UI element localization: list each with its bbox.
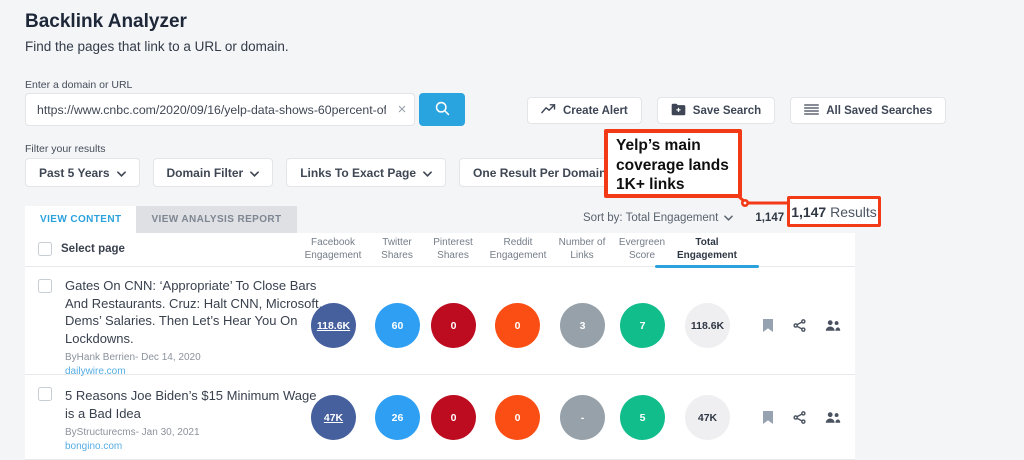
- filter-label-text: One Result Per Domain: [473, 165, 607, 180]
- tab-view-analysis-report[interactable]: VIEW ANALYSIS REPORT: [136, 206, 297, 233]
- clear-input-icon[interactable]: ×: [397, 101, 407, 118]
- column-header-total-engagement[interactable]: Total Engagement: [676, 237, 737, 261]
- pinterest-shares-badge: 0: [431, 303, 476, 348]
- article-domain-link[interactable]: bongino.com: [65, 441, 123, 452]
- list-lines-icon: [804, 103, 820, 119]
- results-count: 1,147: [755, 212, 785, 224]
- filter-label-text: Links To Exact Page: [300, 165, 417, 180]
- filter-links-to-exact-page[interactable]: Links To Exact Page: [286, 158, 447, 187]
- active-sort-underline: [655, 265, 759, 268]
- bookmark-icon[interactable]: [762, 410, 774, 430]
- all-saved-searches-button[interactable]: All Saved Searches: [790, 97, 947, 124]
- all-saved-searches-label: All Saved Searches: [826, 104, 933, 117]
- filter-chips: Past 5 Years Domain Filter Links To Exac…: [25, 158, 637, 187]
- chevron-down-icon[interactable]: [724, 212, 734, 224]
- search-button[interactable]: [419, 93, 465, 126]
- tab-view-content[interactable]: VIEW CONTENT: [25, 206, 137, 233]
- column-header-number-of-links[interactable]: Number of Links: [558, 237, 606, 261]
- reddit-engagement-badge: 0: [495, 395, 540, 440]
- twitter-shares-badge: 26: [375, 395, 420, 440]
- column-header-reddit-engagement[interactable]: Reddit Engagement: [489, 237, 547, 261]
- article-byline: ByHank Berrien- Dec 14, 2020: [65, 352, 201, 363]
- page-title: Backlink Analyzer: [25, 11, 187, 32]
- influencers-icon[interactable]: [825, 411, 841, 429]
- column-header-evergreen-score[interactable]: Evergreen Score: [618, 237, 666, 261]
- pinterest-shares-badge: 0: [431, 395, 476, 440]
- bookmark-icon[interactable]: [762, 318, 774, 338]
- table-header-row: Select page Facebook Engagement Twitter Sh…: [25, 233, 855, 268]
- evergreen-score-badge: 5: [620, 395, 665, 440]
- chevron-down-icon: [250, 166, 260, 180]
- create-alert-label: Create Alert: [563, 104, 628, 117]
- page-subtitle: Find the pages that link to a URL or dom…: [25, 39, 289, 54]
- chevron-down-icon: [423, 166, 432, 180]
- annotation-callout-box: 1,147 Results: [787, 196, 881, 227]
- filter-label-text: Past 5 Years: [39, 165, 110, 180]
- share-icon[interactable]: [793, 319, 806, 337]
- filter-results-label: Filter your results: [25, 143, 106, 155]
- total-engagement-badge: 47K: [685, 395, 730, 440]
- number-of-links-badge: 3: [560, 303, 605, 348]
- number-of-links-badge: -: [560, 395, 605, 440]
- column-header-twitter-shares[interactable]: Twitter Shares: [381, 237, 413, 261]
- row-checkbox[interactable]: [38, 279, 52, 293]
- filter-label-text: Domain Filter: [166, 165, 244, 180]
- select-page-label: Select page: [61, 243, 125, 255]
- column-header-pinterest-shares[interactable]: Pinterest Shares: [433, 237, 473, 261]
- table-row: 5 Reasons Joe Biden’s $15 Minimum Wage i…: [25, 375, 855, 460]
- toolbar-actions: Create Alert Save Search All Saved Searc…: [527, 97, 947, 124]
- view-tabs: VIEW CONTENT VIEW ANALYSIS REPORT: [25, 206, 297, 233]
- reddit-engagement-badge: 0: [495, 303, 540, 348]
- article-title-link[interactable]: 5 Reasons Joe Biden’s $15 Minimum Wage i…: [65, 388, 317, 421]
- select-page-checkbox[interactable]: [38, 242, 52, 256]
- article-domain-link[interactable]: dailywire.com: [65, 366, 126, 377]
- facebook-engagement-badge: 118.6K: [311, 303, 356, 348]
- total-engagement-badge: 118.6K: [685, 303, 730, 348]
- trending-up-icon: [541, 103, 556, 118]
- row-checkbox[interactable]: [38, 387, 52, 401]
- share-icon[interactable]: [793, 411, 806, 429]
- domain-url-input[interactable]: [26, 102, 390, 117]
- facebook-engagement-badge: 47K: [311, 395, 356, 440]
- article-byline: ByStructurecms- Jan 30, 2021: [65, 427, 200, 438]
- sort-by-dropdown[interactable]: Sort by: Total Engagement: [583, 212, 719, 224]
- evergreen-score-badge: 7: [620, 303, 665, 348]
- search-icon: [434, 100, 451, 120]
- column-header-facebook-engagement[interactable]: Facebook Engagement: [304, 237, 362, 261]
- filter-past-5-years[interactable]: Past 5 Years: [25, 158, 140, 187]
- twitter-shares-badge: 60: [375, 303, 420, 348]
- folder-plus-icon: [671, 103, 686, 119]
- table-row: Gates On CNN: ‘Appropriate’ To Close Bar…: [25, 267, 855, 377]
- filter-domain-filter[interactable]: Domain Filter: [152, 158, 274, 187]
- annotation-note-box: Yelp’s main coverage lands 1K+ links: [604, 129, 742, 198]
- results-table: Select page Facebook Engagement Twitter Sh…: [25, 233, 855, 460]
- article-title-link[interactable]: Gates On CNN: ‘Appropriate’ To Close Bar…: [65, 278, 323, 346]
- search-input-wrap: ×: [25, 93, 415, 126]
- save-search-label: Save Search: [692, 104, 762, 117]
- create-alert-button[interactable]: Create Alert: [527, 97, 642, 124]
- save-search-button[interactable]: Save Search: [656, 97, 776, 124]
- search-input-label: Enter a domain or URL: [25, 79, 133, 91]
- influencers-icon[interactable]: [825, 319, 841, 337]
- chevron-down-icon: [116, 166, 126, 180]
